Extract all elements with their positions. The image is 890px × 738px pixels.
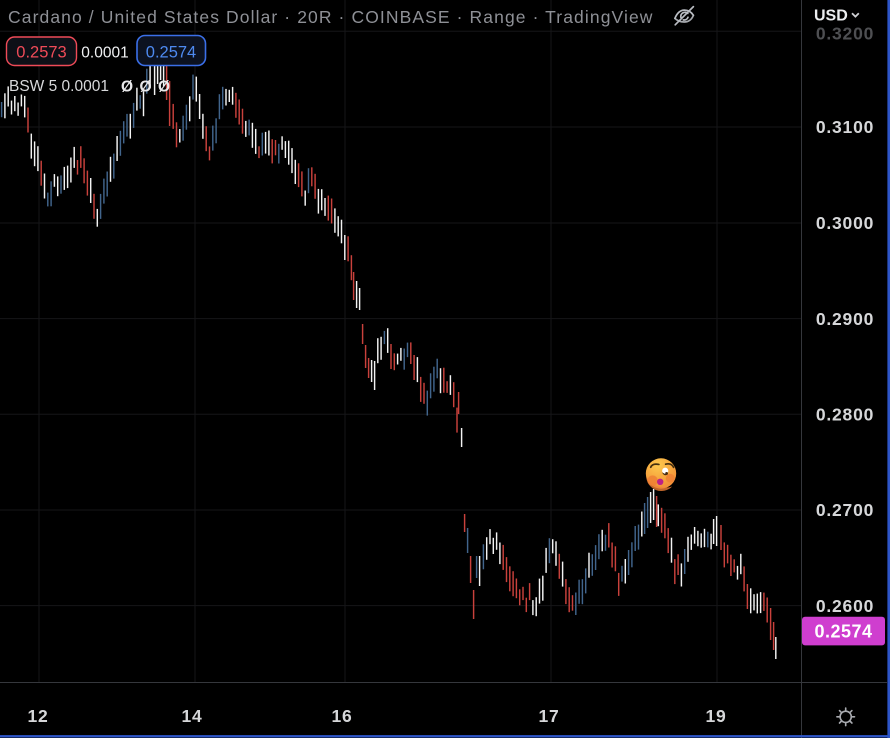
svg-text:0.0001: 0.0001 (81, 45, 128, 62)
svg-text:12: 12 (27, 706, 48, 726)
svg-text:USD: USD (814, 8, 848, 25)
svg-text:BSW 5 0.0001: BSW 5 0.0001 (9, 78, 109, 95)
svg-text:19: 19 (705, 706, 726, 726)
svg-text:Ø: Ø (121, 79, 133, 96)
svg-text:0.2574: 0.2574 (146, 44, 196, 62)
svg-text:0.2800: 0.2800 (816, 405, 874, 425)
svg-text:16: 16 (331, 706, 352, 726)
svg-text:0.2600: 0.2600 (816, 596, 874, 616)
svg-text:Ø: Ø (139, 79, 151, 96)
svg-text:Cardano / United States Dollar: Cardano / United States Dollar · 20R · C… (8, 7, 654, 27)
svg-text:0.3100: 0.3100 (816, 117, 874, 137)
svg-text:0.2573: 0.2573 (16, 44, 66, 62)
svg-text:0.2700: 0.2700 (816, 500, 874, 520)
svg-text:Ø: Ø (158, 79, 170, 96)
svg-text:17: 17 (538, 706, 559, 726)
svg-text:0.2574: 0.2574 (814, 622, 872, 642)
svg-text:0.3200: 0.3200 (816, 24, 874, 44)
svg-text:0.2900: 0.2900 (816, 309, 874, 329)
svg-text:0.3000: 0.3000 (816, 213, 874, 233)
svg-text:14: 14 (181, 706, 202, 726)
